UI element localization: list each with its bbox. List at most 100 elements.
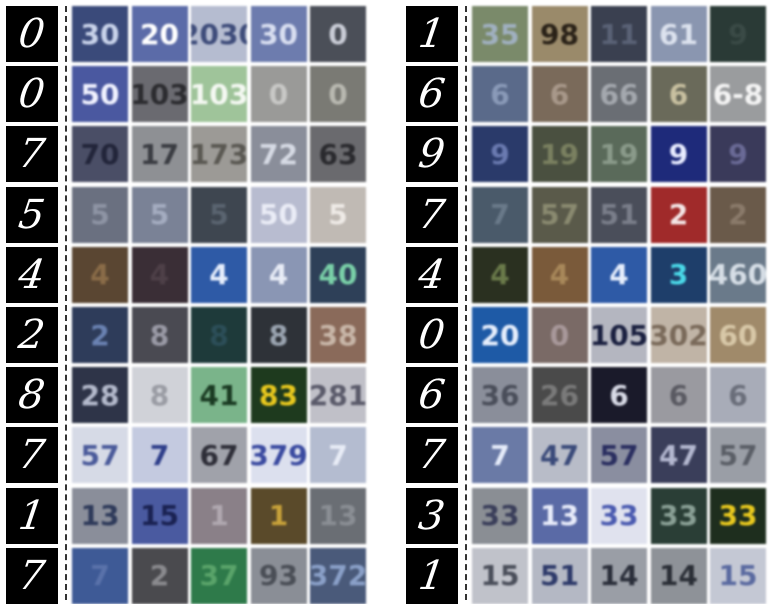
mnist-digit-label: 8 xyxy=(16,372,48,419)
svhn-sample-text: 5 xyxy=(209,198,229,232)
mnist-digit-tile: 2 xyxy=(6,307,58,363)
svhn-sample-text: 20 xyxy=(140,17,179,51)
svhn-sample-text: 14 xyxy=(599,559,639,593)
svhn-sample-tile: 0 xyxy=(310,6,366,62)
svhn-sample-tile: 14 xyxy=(650,547,707,604)
svhn-sample-text: 51 xyxy=(540,559,579,593)
svhn-sample-text: 2030 xyxy=(191,17,247,51)
svhn-sample-text: 7 xyxy=(328,438,348,472)
svhn-sample-tile: 13 xyxy=(72,487,128,544)
svhn-sample-text: 57 xyxy=(80,438,120,472)
svhn-sample-tile: 103 xyxy=(191,66,247,123)
svhn-sample-text: 60 xyxy=(718,318,758,352)
svhn-sample-tile: 20 xyxy=(472,307,528,363)
svhn-sample-tile: 70 xyxy=(72,126,128,183)
mnist-digit-label: 1 xyxy=(416,552,448,599)
svhn-sample-text: 36 xyxy=(480,378,520,412)
svhn-sample-text: 4 xyxy=(490,258,510,292)
svhn-sample-tile: 72 xyxy=(250,126,307,183)
svhn-sample-text: 103 xyxy=(131,77,188,111)
mnist-digit-label: 6 xyxy=(416,372,448,419)
svhn-sample-text: 6-8 xyxy=(712,77,764,111)
mnist-digit-tile: 9 xyxy=(406,126,458,183)
svhn-sample-tile: 5 xyxy=(72,186,128,243)
svhn-sample-tile: 5 xyxy=(131,186,188,243)
svhn-sample-text: 2 xyxy=(90,318,110,352)
svhn-sample-text: 0 xyxy=(549,318,570,352)
svhn-sample-text: 15 xyxy=(718,559,758,593)
svhn-sample-text: 57 xyxy=(540,198,579,232)
svhn-sample-tile: 2030 xyxy=(191,6,247,62)
svhn-sample-text: 47 xyxy=(659,438,698,472)
svhn-sample-tile: 9 xyxy=(472,126,528,183)
svhn-sample-tile: 0 xyxy=(250,66,307,123)
svhn-sample-tile: 67 xyxy=(191,427,247,484)
svhn-sample-tile: 173 xyxy=(191,126,247,183)
svhn-sample-tile: 66 xyxy=(591,66,647,123)
svhn-sample-text: 57 xyxy=(599,438,639,472)
svhn-sample-tile: 11 xyxy=(591,6,647,62)
svhn-sample-tile: 40 xyxy=(310,246,366,303)
svhn-sample-text: 9 xyxy=(728,17,748,51)
svhn-sample-tile: 9 xyxy=(650,126,707,183)
svhn-sample-tile: 4 xyxy=(250,246,307,303)
svhn-sample-text: 13 xyxy=(540,499,579,533)
svhn-sample-tile: 19 xyxy=(591,126,647,183)
svhn-sample-text: 70 xyxy=(80,137,120,171)
svhn-sample-tile: 41 xyxy=(191,367,247,424)
mnist-digit-label: 7 xyxy=(16,432,48,479)
svhn-sample-text: 8 xyxy=(149,378,170,412)
svhn-sample-tile: 2 xyxy=(131,547,188,604)
svhn-sample-tile: 6 xyxy=(650,367,707,424)
svhn-sample-text: 30 xyxy=(259,17,298,51)
svhn-sample-text: 1 xyxy=(268,499,289,533)
svhn-sample-text: 63 xyxy=(318,137,358,171)
svhn-sample-tile: 19 xyxy=(531,126,588,183)
svhn-sample-text: 67 xyxy=(199,438,239,472)
mnist-digit-tile: 7 xyxy=(6,547,58,604)
mnist-digit-tile: 7 xyxy=(406,427,458,484)
svhn-sample-tile: 4 xyxy=(191,246,247,303)
svhn-sample-tile: 51 xyxy=(591,186,647,243)
svhn-sample-text: 37 xyxy=(199,559,239,593)
mnist-digit-tile: 3 xyxy=(406,487,458,544)
svhn-sample-text: 20 xyxy=(480,318,520,352)
svhn-sample-text: 4 xyxy=(549,258,570,292)
svhn-sample-tile: 0 xyxy=(310,66,366,123)
mnist-digit-label: 0 xyxy=(16,11,48,57)
svhn-sample-text: 281 xyxy=(310,378,366,412)
svhn-sample-tile: 6 xyxy=(591,367,647,424)
svhn-sample-text: 30 xyxy=(80,17,120,51)
svhn-sample-tile: 26 xyxy=(531,367,588,424)
svhn-sample-text: 26 xyxy=(540,378,579,412)
svhn-sample-text: 4 xyxy=(90,258,110,292)
mnist-digit-label: 0 xyxy=(16,71,48,118)
svhn-sample-text: 2 xyxy=(149,559,170,593)
svhn-sample-tile: 4 xyxy=(131,246,188,303)
svhn-sample-tile: 1 xyxy=(250,487,307,544)
svhn-sample-text: 13 xyxy=(80,499,120,533)
svhn-sample-text: 4 xyxy=(149,258,170,292)
svhn-sample-tile: 13 xyxy=(531,487,588,544)
svhn-sample-text: 6 xyxy=(728,378,748,412)
svhn-sample-tile: 2 xyxy=(710,186,766,243)
mnist-digit-label: 5 xyxy=(16,191,48,238)
svhn-sample-tile: 63 xyxy=(310,126,366,183)
svhn-sample-tile: 17 xyxy=(131,126,188,183)
svhn-sample-text: 66 xyxy=(599,77,639,111)
mnist-digit-label: 7 xyxy=(416,432,448,479)
svhn-sample-text: 50 xyxy=(259,198,298,232)
mnist-digit-label: 9 xyxy=(416,131,448,178)
svhn-sample-tile: 50 xyxy=(250,186,307,243)
svhn-sample-text: 2 xyxy=(668,198,689,232)
svhn-sample-tile: 93 xyxy=(250,547,307,604)
svhn-sample-text: 0 xyxy=(328,77,348,111)
svhn-sample-tile: 4 xyxy=(472,246,528,303)
mnist-digit-label: 1 xyxy=(16,492,48,539)
svhn-sample-tile: 57 xyxy=(710,427,766,484)
svhn-sample-text: 15 xyxy=(140,499,179,533)
svhn-sample-tile: 8 xyxy=(131,367,188,424)
svhn-sample-text: 13 xyxy=(318,499,358,533)
svhn-sample-text: 460 xyxy=(710,258,766,292)
svhn-sample-text: 4 xyxy=(209,258,229,292)
